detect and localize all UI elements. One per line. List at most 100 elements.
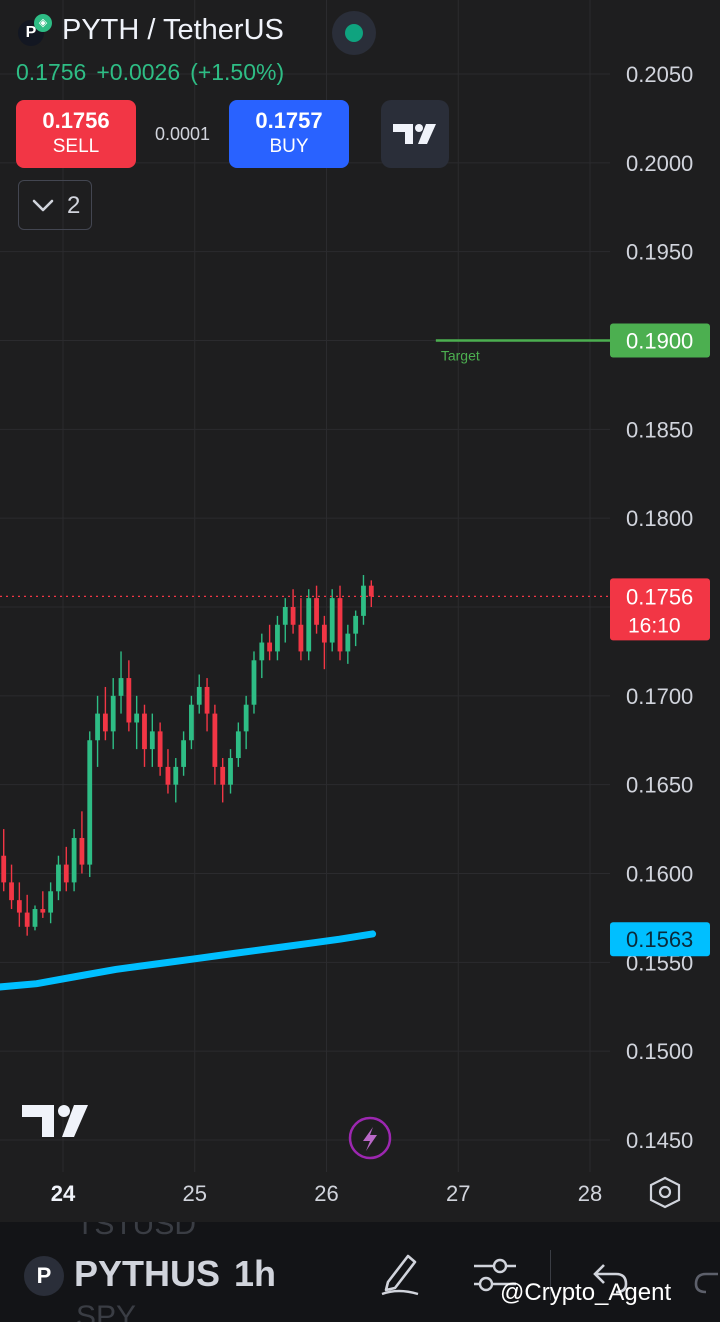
target-layer: Target — [435, 339, 610, 364]
market-open-dot-icon — [345, 24, 363, 42]
candle-body — [321, 624, 327, 643]
undo-icon[interactable] — [590, 1260, 630, 1296]
tradingview-button[interactable] — [381, 100, 449, 168]
indicators-collapse-button[interactable]: 2 — [18, 180, 92, 230]
chevron-down-icon — [32, 199, 54, 212]
watermark-text: @Crypto_Agent — [500, 1279, 672, 1306]
buy-price: 0.1757 — [255, 108, 323, 133]
bottom-toolbar: TSTUSD SPY P PYTHUS 1h @Crypto_Agent — [0, 1222, 720, 1322]
time-tick-label: 26 — [314, 1181, 338, 1206]
buy-button[interactable]: 0.1757 BUY — [229, 100, 349, 168]
tradingview-logo-watermark — [22, 1105, 88, 1137]
candle-body — [32, 909, 38, 927]
target-price-badge — [610, 323, 710, 358]
price-tick-label: 0.1450 — [626, 1128, 693, 1153]
candle-body — [267, 642, 273, 652]
lightning-icon[interactable] — [348, 1116, 392, 1160]
price-axis: 0.2050 0.2000 0.1950 0.1850 0.1800 0.1700 0.16… — [610, 62, 710, 1153]
time-tick-label: 24 — [51, 1181, 76, 1206]
sell-button[interactable]: 0.1756 SELL — [16, 100, 136, 168]
price-tick-label: 0.1950 — [626, 240, 693, 265]
market-status-indicator[interactable] — [332, 11, 376, 55]
candle-body — [63, 864, 69, 883]
price-tick-label: 0.1800 — [626, 506, 693, 531]
price-tick-label: 0.1500 — [626, 1039, 693, 1064]
indicator-count: 2 — [67, 192, 81, 219]
bar-countdown-label: 16:10 — [628, 614, 681, 637]
candle-body — [189, 704, 194, 741]
symbol-logo: P — [24, 1256, 64, 1296]
price-tick-label: 0.1850 — [626, 417, 693, 442]
settings-sliders-icon[interactable] — [470, 1254, 520, 1298]
price-tick-label: 0.2050 — [626, 62, 693, 87]
price-tick-label: 0.1650 — [626, 773, 693, 798]
chart-header: P ◈ PYTH / TetherUS 0.1756 +0.0026 (+1.50%… — [0, 0, 600, 240]
sell-price: 0.1756 — [42, 108, 110, 133]
candle-body — [9, 882, 14, 901]
candle-body — [110, 695, 116, 732]
quote-line: 0.1756 +0.0026 (+1.50%) — [16, 59, 294, 86]
candle-body — [275, 624, 280, 652]
last-price: 0.1756 — [16, 59, 87, 85]
price-chart[interactable]: Target 0.2050 0.2000 0.1950 0.1850 0.1800 0.1… — [0, 0, 720, 1222]
target-label: Target — [441, 348, 480, 364]
buy-label: BUY — [269, 136, 309, 157]
candle-body — [16, 900, 22, 913]
price-tick-label: 0.2000 — [626, 151, 693, 176]
candle-body — [40, 909, 46, 913]
candle-body — [48, 891, 54, 913]
moving-average-badge — [610, 922, 710, 957]
pencil-icon[interactable] — [378, 1250, 422, 1296]
chart-settings-icon[interactable] — [649, 1176, 681, 1209]
sell-label: SELL — [52, 136, 100, 157]
symbol-title[interactable]: PYTH / TetherUS — [62, 14, 284, 46]
candle-body — [149, 731, 155, 750]
candle-body — [353, 615, 359, 634]
ghost-symbol-below: SPY — [76, 1300, 137, 1322]
current-price-label: 0.1756 — [626, 584, 693, 609]
candle-body — [259, 642, 265, 661]
interval-selector[interactable]: 1h — [234, 1253, 277, 1294]
candle-body — [220, 766, 226, 785]
spread-value: 0.0001 — [154, 124, 211, 144]
candle-body — [24, 912, 30, 927]
candle-body — [87, 740, 93, 865]
candle-body — [71, 837, 77, 883]
candle-body — [165, 766, 171, 785]
price-change-percent: (+1.50%) — [190, 59, 285, 85]
candle-body — [56, 864, 61, 892]
price-change: +0.0026 — [96, 59, 181, 85]
candle-body — [282, 607, 288, 625]
toolbar-separator — [550, 1250, 551, 1300]
time-tick-label: 28 — [578, 1181, 602, 1206]
time-tick-label: 27 — [446, 1181, 470, 1206]
candle-body — [126, 678, 132, 723]
candle-body — [181, 740, 186, 767]
candle-body — [243, 704, 249, 732]
candle-body — [196, 686, 202, 705]
candle-body — [173, 766, 179, 785]
moving-average-value: 0.1563 — [626, 927, 693, 952]
candles-layer — [1, 575, 374, 936]
ghost-symbol-above: TSTUSD — [76, 1222, 196, 1241]
candle-body — [251, 660, 257, 705]
candle-body — [298, 624, 304, 652]
target-price-label: 0.1900 — [626, 329, 693, 354]
candle-body — [95, 713, 100, 741]
time-axis: 24 25 26 27 28 — [51, 1181, 602, 1206]
symbol-selector[interactable]: PYTHUS — [74, 1253, 221, 1294]
moving-average-layer — [0, 930, 377, 991]
candle-body — [102, 713, 108, 732]
candle-body — [134, 713, 140, 723]
candle-body — [361, 585, 366, 616]
candle-body — [337, 598, 343, 652]
redo-icon[interactable] — [688, 1260, 720, 1296]
time-tick-label: 25 — [183, 1181, 207, 1206]
candle-body — [290, 607, 296, 625]
candle-body — [79, 837, 85, 865]
tradingview-icon — [393, 124, 436, 144]
moving-average-line — [0, 930, 377, 991]
candle-body — [118, 678, 124, 696]
candle-body — [1, 855, 7, 883]
